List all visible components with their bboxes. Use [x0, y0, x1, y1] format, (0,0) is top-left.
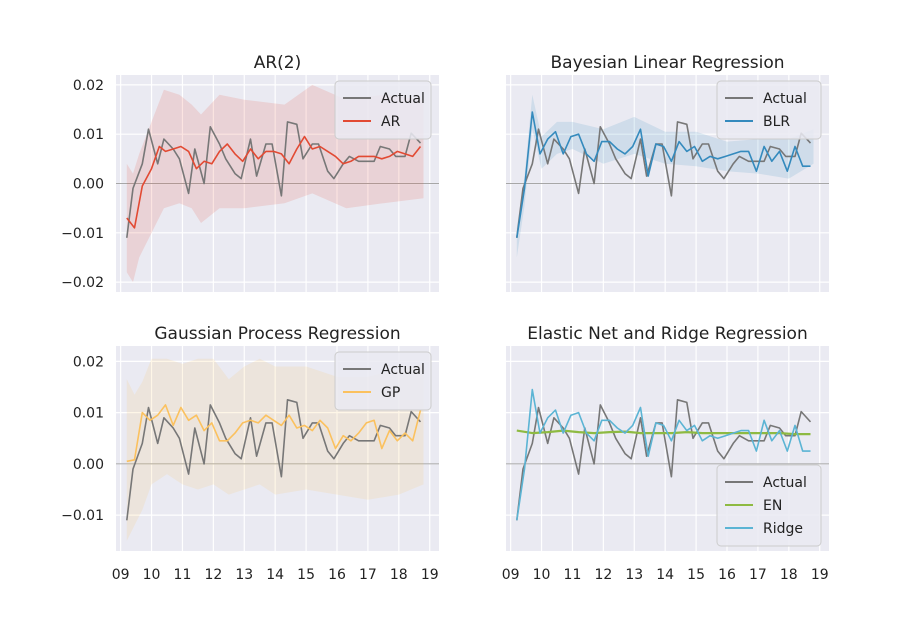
panel-4: 09 10 11 12 13 14 15 16 17 18 19 Elastic Net and Ri… [502, 324, 829, 583]
x-tick-label: 17 [749, 567, 767, 583]
legend: Actual AR [334, 80, 432, 140]
y-tick-label: 0.00 [73, 457, 104, 473]
x-tick-label: 13 [625, 567, 643, 583]
confidence-band [516, 94, 814, 258]
panel-3: −0.01 0.00 0.01 0.02 09 10 11 12 13 14 15 16 17 18 19 G… [61, 324, 439, 583]
legend: Actual EN Ridge [716, 464, 822, 547]
legend-label: Actual [381, 91, 425, 107]
legend: Actual GP [334, 351, 432, 411]
series-line-gp [126, 404, 422, 463]
x-tick-label: 14 [656, 567, 674, 583]
x-tick-label: 12 [204, 567, 222, 583]
y-tick-label: 0.02 [73, 354, 104, 370]
x-tick-label: 16 [718, 567, 736, 583]
x-tick-label: 09 [502, 567, 520, 583]
series-line-ridge [516, 388, 811, 521]
x-tick-label: 11 [564, 567, 582, 583]
y-tick-label: −0.01 [61, 226, 104, 242]
x-tick-label: 15 [687, 567, 705, 583]
x-tick-label: 13 [235, 567, 253, 583]
chart-title: AR(2) [254, 53, 302, 73]
series-line-actual [126, 398, 422, 521]
legend-box [334, 351, 432, 411]
legend: Actual BLR [716, 80, 822, 140]
x-tick-label: 16 [328, 567, 346, 583]
x-tick-label: 18 [390, 567, 408, 583]
x-tick-label: 10 [143, 567, 161, 583]
legend-label: GP [381, 385, 400, 401]
x-tick-label: 17 [359, 567, 377, 583]
y-tick-label: 0.00 [73, 177, 104, 193]
legend-label: Actual [763, 91, 807, 107]
chart-title: Gaussian Process Regression [154, 324, 400, 344]
y-tick-label: −0.01 [61, 508, 104, 524]
series-line-blr [516, 111, 811, 238]
x-tick-label: 19 [811, 567, 829, 583]
legend-label: Actual [381, 362, 425, 378]
legend-label: AR [381, 114, 401, 130]
panel-2: Bayesian Linear Regression Actual BLR [506, 53, 829, 292]
y-tick-label: 0.01 [73, 127, 104, 143]
chart-title: Bayesian Linear Regression [551, 53, 785, 73]
x-tick-label: 12 [594, 567, 612, 583]
legend-box [716, 464, 822, 547]
legend-box [334, 80, 432, 140]
x-tick-label: 10 [533, 567, 551, 583]
legend-label: BLR [763, 114, 790, 130]
x-tick-label: 15 [297, 567, 315, 583]
y-tick-label: −0.02 [61, 275, 104, 291]
x-tick-label: 09 [112, 567, 130, 583]
x-tick-label: 14 [266, 567, 284, 583]
x-tick-label: 19 [421, 567, 439, 583]
x-tick-label: 18 [780, 567, 798, 583]
y-tick-label: 0.01 [73, 406, 104, 422]
legend-box [716, 80, 822, 140]
series-line-actual [516, 121, 812, 238]
legend-label: Actual [763, 475, 807, 491]
panel-1: −0.02 −0.01 0.00 0.01 0.02 AR(2) Actual AR [61, 53, 439, 292]
y-tick-label: 0.02 [73, 78, 104, 94]
series-line-actual [126, 121, 422, 238]
x-tick-label: 11 [174, 567, 192, 583]
chart-title: Elastic Net and Ridge Regression [527, 324, 807, 344]
legend-label: Ridge [763, 521, 803, 537]
legend-label: EN [763, 498, 782, 514]
series-line-ar [126, 135, 422, 229]
